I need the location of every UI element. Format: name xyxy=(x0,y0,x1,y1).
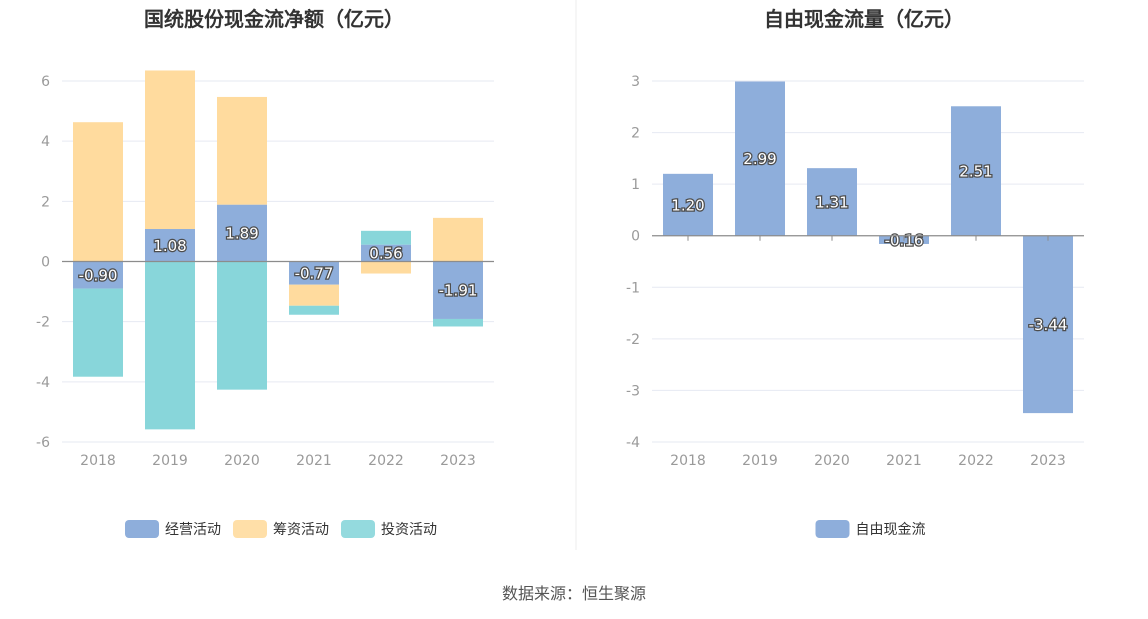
data-label: -1.91 xyxy=(439,282,478,300)
x-tick-label: 2019 xyxy=(742,453,778,469)
data-labels: -0.90 1.08 1.89 -0.77 0.56 -1.91 xyxy=(77,223,478,301)
data-label: 2.51 xyxy=(959,162,992,180)
x-tick-label: 2021 xyxy=(886,453,922,469)
data-label: 2.99 xyxy=(743,150,776,168)
bar-2021-series-1 xyxy=(289,284,339,306)
bar-2020-series-1 xyxy=(217,96,267,205)
legend-swatch xyxy=(125,520,159,538)
x-tick-label: 2023 xyxy=(440,453,476,469)
bar-2022-series-2 xyxy=(361,230,411,245)
bar-2022-series-0 xyxy=(361,244,411,262)
y-tick-label: 2 xyxy=(41,194,50,210)
bar-2019-series-1 xyxy=(145,70,195,230)
y-tick-label: -2 xyxy=(36,315,50,331)
legend-label: 经营活动 xyxy=(165,522,221,538)
y-tick-label: 1 xyxy=(631,177,640,193)
data-label: 1.08 xyxy=(153,237,186,255)
bar-2019-series-2 xyxy=(145,261,195,430)
y-tick-label: -4 xyxy=(626,435,640,451)
y-grid: 6 4 2 0 -2 -4 -6 xyxy=(36,74,494,451)
x-tick-label: 2020 xyxy=(224,453,260,469)
x-axis: 2018 2019 2020 2021 2022 2023 xyxy=(652,235,1084,469)
legend-item[interactable]: 经营活动 xyxy=(125,520,221,538)
legend-label: 筹资活动 xyxy=(273,521,329,538)
bar-2019-series-0 xyxy=(735,81,785,236)
y-tick-label: 4 xyxy=(41,134,50,150)
bar-2018-series-2 xyxy=(73,288,123,377)
data-label: 1.89 xyxy=(225,225,258,243)
data-label: -0.90 xyxy=(79,267,118,285)
data-label: 1.31 xyxy=(815,193,848,211)
bar-2022-series-0 xyxy=(951,106,1001,236)
bar-2018-series-1 xyxy=(73,122,123,262)
bar-2021-series-2 xyxy=(289,305,339,315)
y-tick-label: -2 xyxy=(626,332,640,348)
y-tick-label: 0 xyxy=(631,229,640,245)
y-tick-label: -6 xyxy=(36,435,50,451)
y-tick-label: -3 xyxy=(626,383,640,399)
bar-2023-series-1 xyxy=(433,217,483,262)
y-tick-label: 0 xyxy=(41,255,50,271)
x-tick-label: 2018 xyxy=(80,453,116,469)
x-tick-label: 2023 xyxy=(1030,453,1066,469)
bar-2021-series-0 xyxy=(289,261,339,285)
x-tick-label: 2020 xyxy=(814,453,850,469)
bars xyxy=(73,70,483,430)
y-tick-label: 3 xyxy=(631,74,640,90)
bar-2023-series-2 xyxy=(433,318,483,327)
y-tick-label: 6 xyxy=(41,74,50,90)
bar-2019-series-0 xyxy=(145,229,195,262)
bars xyxy=(663,81,1073,414)
y-tick-label: -1 xyxy=(626,280,640,296)
bar-2018-series-0 xyxy=(663,173,713,236)
bar-2020-series-0 xyxy=(807,168,857,236)
chart-title: 国统股份现金流净额（亿元） xyxy=(144,7,404,31)
data-label: -0.77 xyxy=(295,265,334,283)
bar-2023-series-0 xyxy=(1023,235,1073,414)
x-tick-label: 2022 xyxy=(958,453,994,469)
x-tick-label: 2019 xyxy=(152,453,188,469)
y-tick-label: -4 xyxy=(36,375,50,391)
bar-2018-series-0 xyxy=(73,261,123,289)
data-source: 数据来源：恒生聚源 xyxy=(502,584,646,603)
legend-swatch xyxy=(233,520,267,538)
bar-2020-series-0 xyxy=(217,204,267,262)
legend-label: 自由现金流 xyxy=(856,522,926,538)
legend: 自由现金流 xyxy=(815,520,926,538)
x-tick-label: 2018 xyxy=(670,453,706,469)
legend-swatch xyxy=(341,520,375,538)
data-label: 1.20 xyxy=(671,196,704,214)
chart-title: 自由现金流量（亿元） xyxy=(764,7,964,31)
legend-swatch xyxy=(815,520,850,538)
y-grid: 3 2 1 0 -1 -2 -3 -4 xyxy=(626,74,1084,451)
legend-label: 投资活动 xyxy=(381,522,437,538)
x-tick-label: 2022 xyxy=(368,453,404,469)
y-tick-label: 2 xyxy=(631,126,640,142)
bar-2023-series-0 xyxy=(433,261,483,319)
bar-2022-series-1 xyxy=(361,261,411,274)
data-label: 0.56 xyxy=(369,245,402,263)
data-labels: 1.202.991.31-0.162.51-3.44 xyxy=(670,149,1069,335)
bar-2020-series-2 xyxy=(217,261,267,390)
legend-item[interactable]: 筹资活动 xyxy=(233,520,329,538)
x-tick-label: 2021 xyxy=(296,453,332,469)
data-label: -3.44 xyxy=(1029,316,1068,334)
x-axis: 2018 2019 2020 2021 2022 2023 xyxy=(62,260,494,469)
legend-item[interactable]: 自由现金流 xyxy=(815,520,926,538)
legend-item[interactable]: 投资活动 xyxy=(341,520,437,538)
legend: 经营活动 筹资活动 投资活动 xyxy=(125,520,437,538)
